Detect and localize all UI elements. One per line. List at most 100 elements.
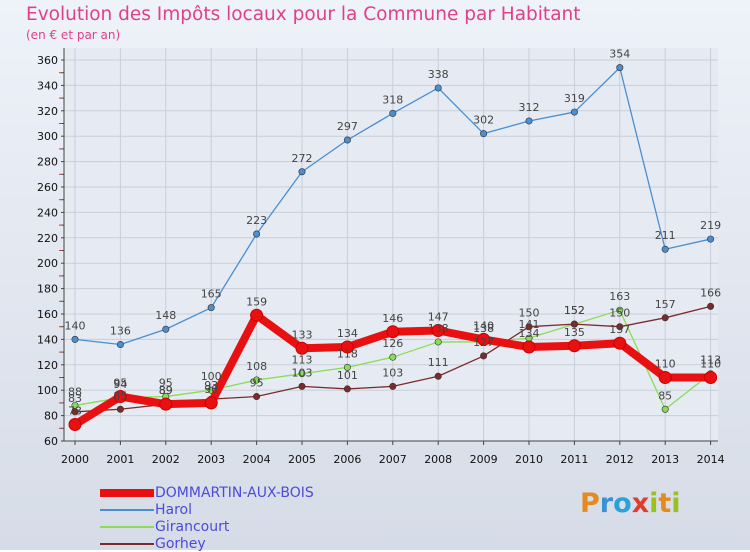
data-point bbox=[71, 408, 79, 416]
data-label: 110 bbox=[700, 358, 721, 371]
x-tick-label: 2014 bbox=[697, 453, 725, 466]
legend-label: Girancourt bbox=[155, 518, 230, 535]
data-point bbox=[434, 84, 442, 92]
data-point bbox=[295, 341, 309, 355]
y-tick-label: 240 bbox=[37, 206, 58, 219]
chart-subtitle: (en € et par an) bbox=[26, 28, 121, 42]
data-label: 312 bbox=[519, 101, 540, 114]
legend-item: DOMMARTIN-AUX-BOIS bbox=[100, 484, 314, 501]
data-label: 146 bbox=[382, 312, 403, 325]
data-point bbox=[386, 325, 400, 339]
data-point bbox=[658, 371, 672, 384]
data-point bbox=[298, 370, 306, 378]
y-tick-label: 80 bbox=[44, 410, 58, 423]
series-harol bbox=[71, 64, 715, 348]
data-point bbox=[477, 332, 491, 346]
data-label: 89 bbox=[159, 384, 173, 397]
data-point bbox=[434, 372, 442, 380]
data-point bbox=[661, 314, 669, 322]
y-tick-label: 260 bbox=[37, 181, 58, 194]
x-tick-label: 2007 bbox=[379, 453, 407, 466]
legend-swatch bbox=[100, 508, 154, 511]
data-point bbox=[570, 320, 578, 328]
data-point bbox=[613, 336, 627, 350]
data-point bbox=[431, 324, 445, 338]
data-label: 136 bbox=[110, 324, 131, 337]
data-label: 137 bbox=[609, 323, 630, 336]
data-label: 166 bbox=[700, 286, 721, 299]
data-point bbox=[343, 136, 351, 144]
data-point bbox=[389, 353, 397, 361]
data-point bbox=[704, 371, 718, 384]
data-label: 103 bbox=[382, 366, 403, 379]
data-point bbox=[434, 338, 442, 346]
data-point bbox=[616, 64, 624, 72]
data-label: 150 bbox=[519, 307, 540, 320]
data-point bbox=[343, 363, 351, 371]
data-label: 101 bbox=[337, 369, 358, 382]
data-point bbox=[253, 230, 261, 238]
data-label: 211 bbox=[655, 229, 676, 242]
x-tick-label: 2008 bbox=[424, 453, 452, 466]
data-point bbox=[389, 109, 397, 117]
data-label: 133 bbox=[292, 328, 313, 341]
x-tick-label: 2000 bbox=[61, 453, 89, 466]
data-point bbox=[207, 304, 215, 312]
data-point bbox=[162, 325, 170, 333]
series-dommartin-aux-bois bbox=[68, 308, 718, 431]
x-tick-label: 2013 bbox=[651, 453, 679, 466]
data-label: 354 bbox=[609, 48, 630, 61]
proxiti-logo: Proxiti bbox=[580, 488, 681, 519]
data-point bbox=[253, 393, 261, 401]
legend-label: DOMMARTIN-AUX-BOIS bbox=[155, 484, 314, 501]
data-label: 135 bbox=[564, 326, 585, 339]
legend-item: Girancourt bbox=[100, 518, 314, 535]
legend-swatch bbox=[100, 525, 154, 528]
data-label: 85 bbox=[113, 389, 127, 402]
data-label: 150 bbox=[609, 307, 630, 320]
chart-title: Evolution des Impôts locaux pour la Comm… bbox=[26, 4, 581, 25]
data-point bbox=[113, 390, 127, 404]
data-label: 141 bbox=[519, 318, 540, 331]
data-point bbox=[343, 385, 351, 393]
data-point bbox=[661, 405, 669, 413]
data-label: 95 bbox=[250, 377, 264, 390]
data-point bbox=[616, 306, 624, 314]
data-label: 85 bbox=[658, 389, 672, 402]
data-label: 147 bbox=[428, 311, 449, 324]
y-tick-label: 120 bbox=[37, 359, 58, 372]
legend: DOMMARTIN-AUX-BOIS Harol Girancourt Gorhey bbox=[100, 484, 314, 552]
data-label: 113 bbox=[292, 354, 313, 367]
x-tick-label: 2011 bbox=[560, 453, 588, 466]
y-tick-label: 140 bbox=[37, 333, 58, 346]
data-label: 110 bbox=[655, 358, 676, 371]
y-tick-label: 280 bbox=[37, 156, 58, 169]
data-point bbox=[116, 340, 124, 348]
data-label: 319 bbox=[564, 92, 585, 105]
data-label: 140 bbox=[65, 319, 86, 332]
data-label: 152 bbox=[564, 304, 585, 317]
y-tick-label: 100 bbox=[37, 384, 58, 397]
data-label: 95 bbox=[159, 377, 173, 390]
data-label: 152 bbox=[564, 304, 585, 317]
data-label: 94 bbox=[113, 378, 127, 391]
data-label: 140 bbox=[473, 319, 494, 332]
data-label: 165 bbox=[201, 288, 222, 301]
x-tick-label: 2002 bbox=[152, 453, 180, 466]
data-label: 134 bbox=[519, 327, 540, 340]
y-tick-label: 300 bbox=[37, 130, 58, 143]
data-label: 88 bbox=[68, 385, 82, 398]
data-point bbox=[480, 352, 488, 360]
data-label: 73 bbox=[68, 404, 82, 417]
data-point bbox=[707, 235, 715, 243]
x-tick-label: 2010 bbox=[515, 453, 543, 466]
data-label: 223 bbox=[246, 214, 267, 227]
data-point bbox=[389, 382, 397, 390]
data-label: 90 bbox=[204, 383, 218, 396]
data-label: 103 bbox=[292, 366, 313, 379]
data-label: 138 bbox=[473, 322, 494, 335]
data-label: 159 bbox=[246, 295, 267, 308]
series-girancourt bbox=[71, 306, 715, 413]
x-tick-label: 2004 bbox=[243, 453, 271, 466]
